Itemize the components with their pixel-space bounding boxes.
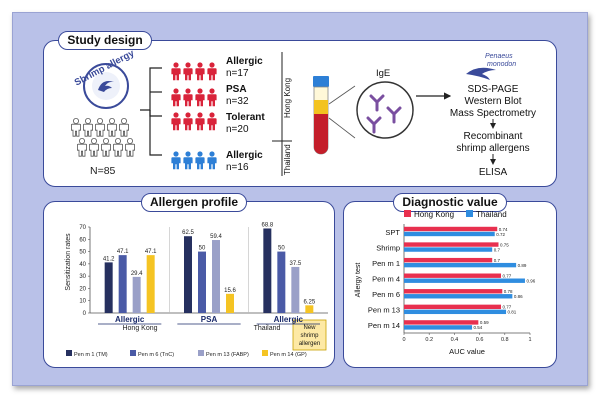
group-4-n: n=16 (226, 162, 249, 173)
allergen-profile-title: Allergen profile (141, 193, 247, 212)
group-3-n: n=20 (226, 124, 249, 135)
species-name-1: Penaeus (485, 53, 513, 60)
group-bracket (140, 67, 162, 156)
ige-label: IgE (376, 68, 390, 79)
elisa-label: ELISA (479, 167, 508, 178)
red-group-icons (171, 62, 217, 131)
shrimp-allergy-badge: Shrimp allergy (73, 47, 137, 109)
group-3-label: Tolerant (226, 112, 265, 123)
group-2-n: n=32 (226, 96, 249, 107)
penaeus-shrimp-icon (466, 67, 496, 80)
participants-crowd-icon (71, 118, 136, 157)
hong-kong-label: Hong Kong (283, 78, 292, 118)
group-1-label: Allergic (226, 56, 263, 67)
group-1-n: n=17 (226, 68, 249, 79)
serum-tube-icon (313, 76, 329, 155)
method-sds-page: SDS-PAGE (468, 84, 519, 95)
total-count: N=85 (90, 165, 116, 177)
allergen-profile-panel (43, 201, 335, 368)
group-2-label: PSA (226, 84, 247, 95)
diagnostic-value-title: Diagnostic value (393, 193, 507, 212)
shrimp-allergens-label: shrimp allergens (456, 143, 529, 154)
study-design-panel (43, 40, 557, 187)
method-western-blot: Western Blot (464, 96, 521, 107)
thailand-label: Thailand (283, 144, 292, 175)
group-4-label: Allergic (226, 150, 263, 161)
blue-group-icons (171, 151, 217, 170)
study-design-title: Study design (58, 31, 152, 50)
ige-antibody-magnifier (328, 81, 414, 139)
species-name-2: monodon (487, 61, 516, 68)
diagnostic-value-panel (343, 201, 557, 368)
recombinant-label: Recombinant (464, 131, 523, 142)
shrimp-icon (98, 81, 114, 92)
method-mass-spec: Mass Spectrometry (450, 108, 536, 119)
